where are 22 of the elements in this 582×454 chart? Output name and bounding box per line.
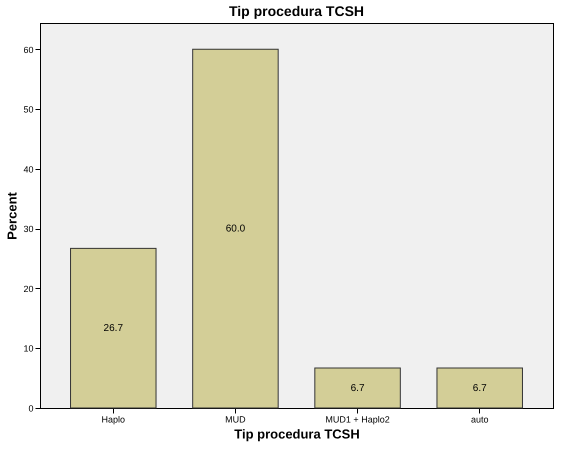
x-tick-label: auto [470, 414, 488, 424]
x-axis-title: Tip procedura TCSH [234, 426, 360, 442]
data-label: 6.7 [350, 382, 365, 394]
data-label: 6.7 [472, 382, 488, 394]
y-tick-label: 30 [23, 224, 34, 234]
y-tick-label: 50 [23, 104, 34, 115]
y-tick-label: 40 [23, 164, 34, 174]
bar [314, 367, 401, 408]
bar [436, 367, 523, 408]
x-tick-label: MUD [225, 414, 246, 424]
y-tick-label: 20 [23, 284, 34, 294]
data-label: 26.7 [104, 323, 124, 334]
data-label: 60.0 [226, 224, 246, 235]
y-axis-title: Percent [4, 191, 20, 240]
x-tick-label: Haplo [102, 414, 126, 424]
chart-title: Tip procedura TCSH [228, 3, 364, 19]
y-tick-label: 10 [23, 344, 34, 354]
x-tick-label: MUD1 + Haplo2 [325, 414, 390, 424]
bar [70, 248, 157, 408]
y-tick-label: 0 [28, 404, 34, 414]
bar [192, 48, 279, 408]
y-tick-label: 60 [23, 44, 34, 55]
